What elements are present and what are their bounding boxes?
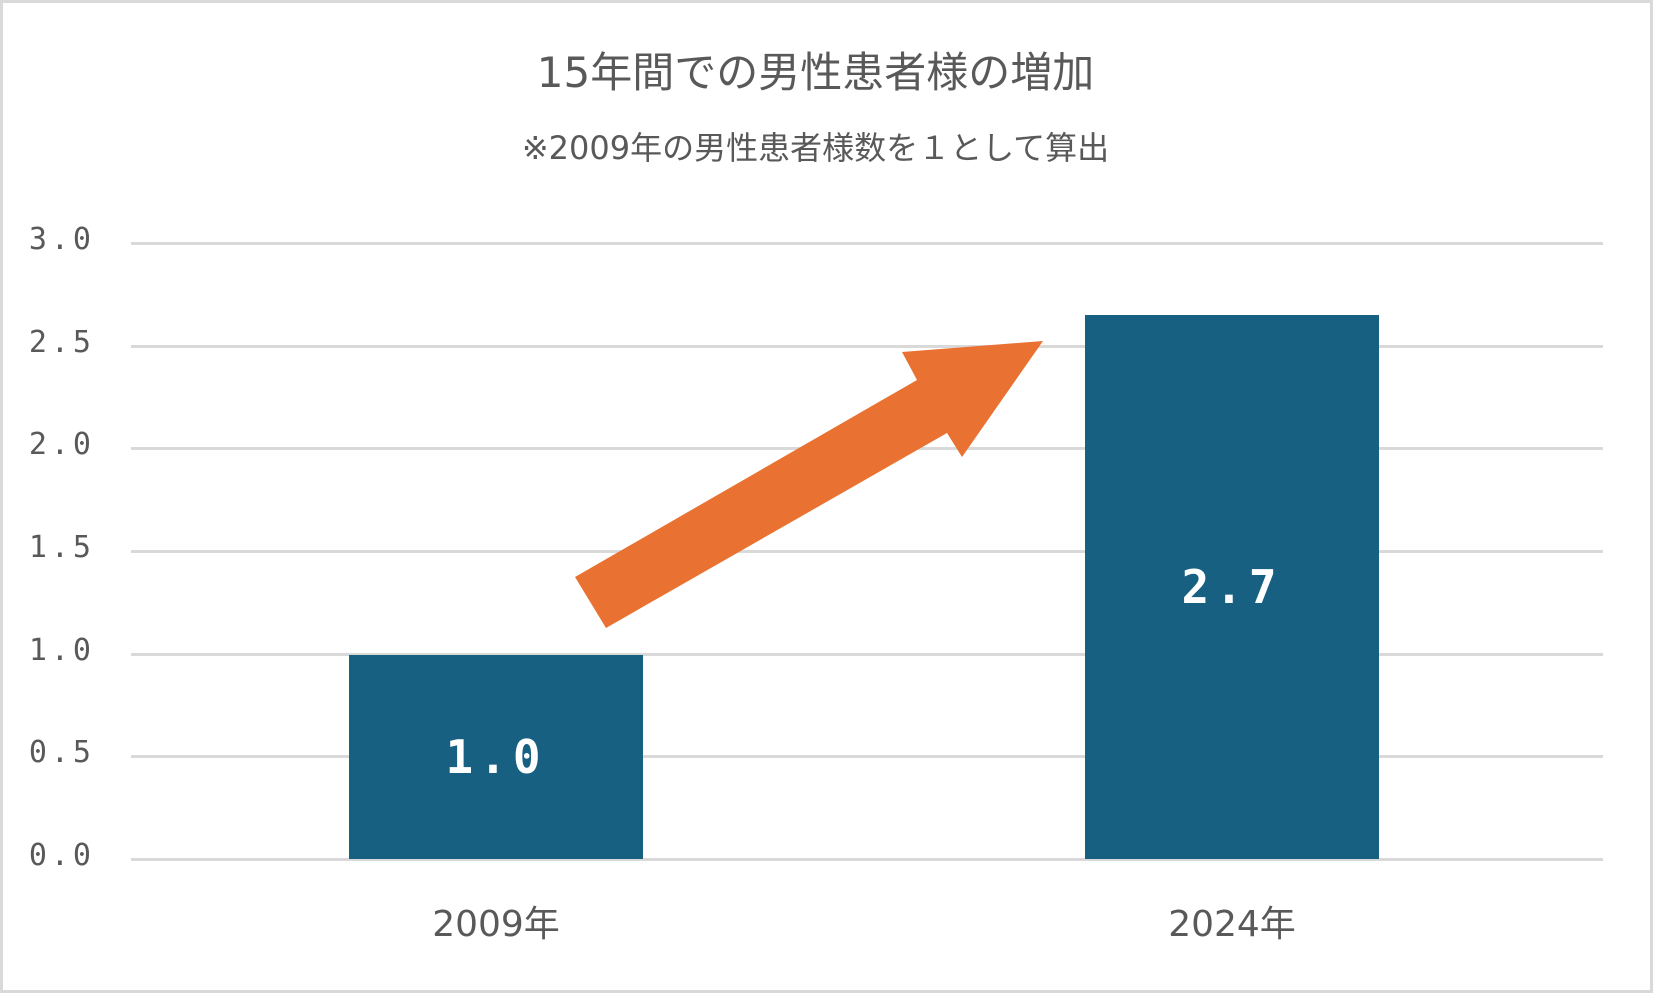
bar-2009: 1.0 [349,655,643,859]
bar-2024: 2.7 [1085,315,1379,859]
chart-title-wrap: 15年間での男性患者様の増加 [0,45,1642,101]
gridline-3-0 [131,242,1603,245]
gridline-1-0 [131,653,1603,656]
y-tick-label: 0.5 [28,735,95,770]
bar-value-label: 2.7 [1181,560,1283,614]
gridline-1-5 [131,550,1603,553]
x-category-label: 2024年 [1168,904,1296,945]
y-tick-label: 1.0 [28,633,95,668]
gridline-0-0 [131,858,1603,861]
chart-subtitle-wrap: ※2009年の男性患者様数を１として算出 [0,123,1642,173]
y-tick-label: 0.0 [28,838,95,873]
bar-value-label: 1.0 [445,730,547,784]
chart-subtitle: ※2009年の男性患者様数を１として算出 [521,129,1110,167]
chart-title: 15年間での男性患者様の増加 [536,48,1095,97]
gridline-2-5 [131,345,1603,348]
y-tick-label: 2.0 [28,427,95,462]
y-tick-label: 3.0 [28,222,95,257]
y-tick-label: 2.5 [28,325,95,360]
gridline-2-0 [131,447,1603,450]
gridline-0-5 [131,755,1603,758]
x-category-label: 2009年 [432,904,560,945]
y-tick-label: 1.5 [28,530,95,565]
